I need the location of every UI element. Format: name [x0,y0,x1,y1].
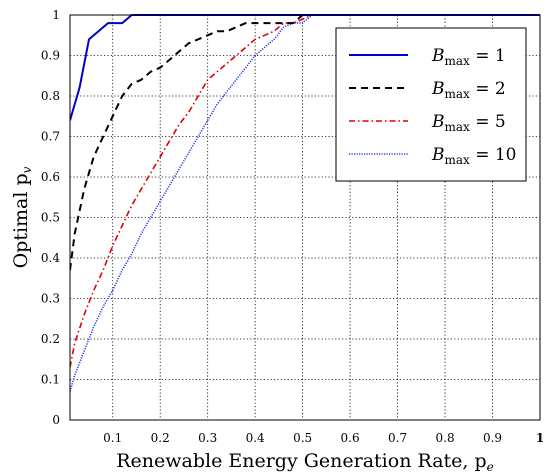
legend: Bmax = 1 Bmax = 2 Bmax = 5 Bmax = 10 [335,27,527,182]
y-tick-label: 0.9 [41,49,60,63]
legend-label-bmax-10: Bmax = 10 [431,145,517,167]
series-line-bmax-5 [70,14,540,368]
legend-label-bmax-1: Bmax = 1 [431,46,506,68]
legend-box [335,27,527,182]
plot-frame [69,14,541,421]
x-tick-label: 0.8 [436,431,455,445]
series-line-bmax-10 [70,14,540,392]
x-axis-title: Renewable Energy Generation Rate, pe [116,450,494,473]
x-tick-label: 0.3 [198,431,217,445]
y-tick-label: 0.1 [41,373,60,387]
y-tick-label: 0.2 [41,332,60,346]
y-axis-ticks: 0 0.1 0.2 0.3 0.4 0.5 0.6 0.7 0.8 0.9 1 [41,8,60,427]
x-tick-label: 0.2 [151,431,170,445]
y-tick-label: 0.6 [41,170,60,184]
x-tick-label: 0.7 [388,431,407,445]
y-tick-label: 0.7 [41,130,60,144]
y-tick-label: 0.5 [41,211,60,225]
y-axis-title-main: Optimal p [10,173,32,268]
x-tick-label: 0.5 [293,431,312,445]
x-tick-label: 0.1 [103,431,122,445]
x-tick-label: 1 [536,431,544,445]
x-axis-title-sub: e [487,460,494,473]
x-tick-label: 0.4 [246,431,265,445]
x-axis-title-main: Renewable Energy Generation Rate, p [116,450,486,472]
x-tick-label: 0.9 [483,431,502,445]
y-tick-label: 0 [52,413,60,427]
y-axis-title-sub: v [20,166,34,173]
y-tick-label: 0.3 [41,292,60,306]
y-tick-label: 1 [52,8,60,22]
x-axis-ticks: 0.1 0.2 0.3 0.4 0.5 0.6 0.7 0.8 0.9 1 [103,431,544,445]
legend-label-bmax-2: Bmax = 2 [431,79,506,101]
legend-label-bmax-5: Bmax = 5 [431,112,506,134]
y-tick-label: 0.4 [41,251,60,265]
series-line-bmax-2 [70,14,540,271]
y-tick-label: 0.8 [41,89,60,103]
y-axis-title: Optimal pv [10,166,34,268]
x-tick-label: 0.6 [341,431,360,445]
